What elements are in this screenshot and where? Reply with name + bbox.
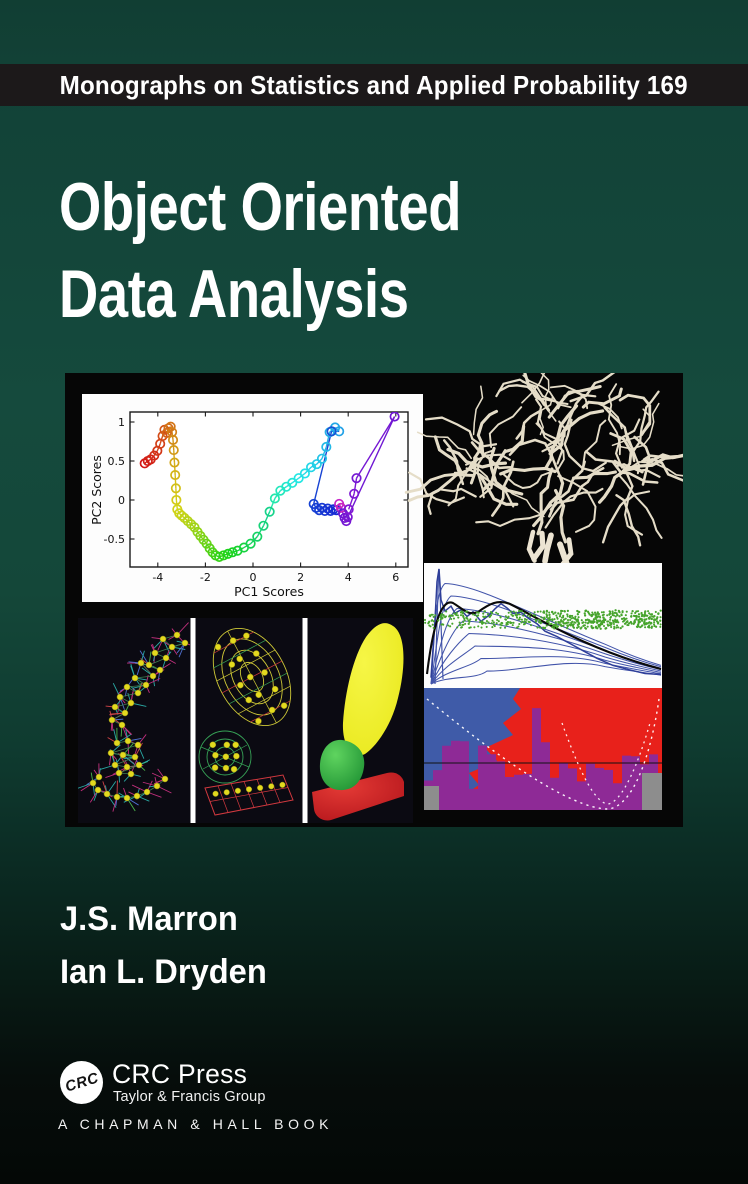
svg-text:-2: -2 xyxy=(200,571,211,584)
srep-panel-wireframe xyxy=(198,627,294,816)
svg-text:-4: -4 xyxy=(152,571,163,584)
publisher-name: CRC Press xyxy=(112,1059,248,1089)
svg-text:2: 2 xyxy=(297,571,304,584)
svg-text:4: 4 xyxy=(345,571,352,584)
panel-separator-2 xyxy=(302,618,308,823)
srep-panel-atoms xyxy=(78,622,190,812)
author-1: J.S. Marron xyxy=(60,900,238,938)
svg-text:6: 6 xyxy=(392,571,399,584)
imprint-line: A CHAPMAN & HALL BOOK xyxy=(58,1116,334,1132)
brain-artery-figure xyxy=(404,373,683,574)
cover-montage: -4 -2 0 2 4 6 -0.5 0 0.5 1 PC1 Scores PC2 Scores xyxy=(65,373,683,827)
series-banner: Monographs on Statistics and Applied Pro… xyxy=(0,64,748,106)
crc-logo: CRC xyxy=(60,1061,103,1104)
srep-panel-solids xyxy=(312,623,404,821)
x-axis-label: PC1 Scores xyxy=(234,584,304,599)
panel-separator-1 xyxy=(190,618,196,823)
book-title-line2: Data Analysis xyxy=(59,256,409,332)
svg-text:0: 0 xyxy=(250,571,257,584)
svg-text:0: 0 xyxy=(118,494,125,507)
svg-text:1: 1 xyxy=(118,416,125,429)
crc-logo-text: CRC xyxy=(62,1069,101,1096)
density-figure xyxy=(424,563,662,688)
pca-scatter-plot: -4 -2 0 2 4 6 -0.5 0 0.5 1 PC1 Scores PC2 Scores xyxy=(82,394,423,602)
book-title-line1: Object Oriented xyxy=(59,169,462,245)
author-2: Ian L. Dryden xyxy=(60,953,267,991)
svg-text:-0.5: -0.5 xyxy=(104,533,125,546)
series-banner-text: Monographs on Statistics and Applied Pro… xyxy=(59,69,689,100)
svg-text:0.5: 0.5 xyxy=(108,455,126,468)
colormap-figure xyxy=(424,688,662,810)
y-axis-label: PC2 Scores xyxy=(89,455,104,525)
authors: J.S. Marron Ian L. Dryden xyxy=(60,893,275,999)
book-title: Object Oriented Data Analysis xyxy=(59,164,562,338)
publisher-group: Taylor & Francis Group xyxy=(113,1089,266,1105)
